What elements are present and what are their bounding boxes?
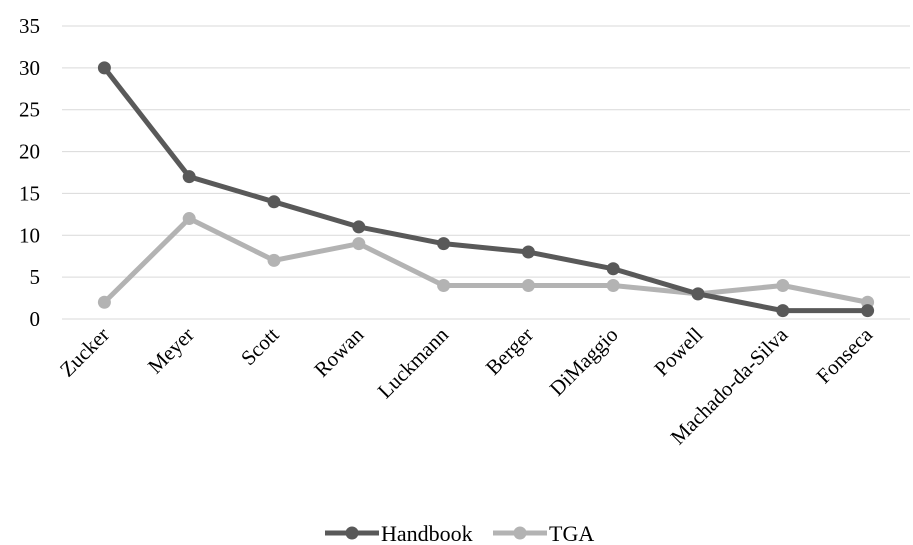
data-point-handbook [776,304,790,318]
legend-label-tga: TGA [549,521,594,545]
x-axis-category-labels: Zucker Meyer Scott Rowan Luckmann Berger DiMag… [55,322,878,449]
data-point-tga [437,279,451,293]
legend-swatch-marker-tga [513,526,527,540]
series-line-handbook [102,66,868,314]
y-tick-label: 5 [30,265,41,289]
x-category-label: Meyer [143,323,199,379]
data-point-tga [352,237,366,251]
y-tick-label: 0 [30,307,41,331]
data-point-handbook [437,237,451,251]
x-category-label: Berger [481,323,538,380]
y-tick-label: 10 [19,223,40,247]
data-point-tga [97,295,111,309]
y-tick-label: 35 [19,14,40,38]
series-line-tga [102,216,869,305]
series-tga [97,212,875,309]
x-category-label: Scott [236,322,284,370]
series-lines [97,61,875,318]
data-point-tga [521,279,535,293]
x-category-label: Fonseca [811,322,877,388]
data-point-handbook [606,262,620,276]
data-point-handbook [691,287,705,301]
data-point-tga [267,253,281,267]
data-point-handbook [267,195,281,209]
y-tick-label: 25 [19,98,40,122]
data-point-tga [606,279,620,293]
data-point-handbook [182,170,196,184]
data-point-tga [776,279,790,293]
legend-label-handbook: Handbook [381,521,473,545]
data-point-tga [182,212,196,226]
data-point-handbook [97,61,111,75]
legend: Handbook TGA [325,521,594,545]
y-tick-label: 15 [19,181,40,205]
gridlines [62,25,910,320]
x-category-label: Powell [649,322,707,380]
data-point-handbook [521,245,535,259]
data-point-handbook [861,304,875,318]
legend-swatch-marker-handbook [345,526,359,540]
x-category-label: DiMaggio [545,323,623,401]
x-category-label: Zucker [55,323,114,382]
y-axis-tick-labels: 0 5 10 15 20 25 30 35 [19,14,40,331]
data-point-handbook [352,220,366,234]
series-handbook [97,61,875,318]
y-tick-label: 30 [19,56,40,80]
x-category-label: Rowan [309,322,368,381]
x-category-label: Luckmann [373,322,454,403]
y-tick-label: 20 [19,140,40,164]
